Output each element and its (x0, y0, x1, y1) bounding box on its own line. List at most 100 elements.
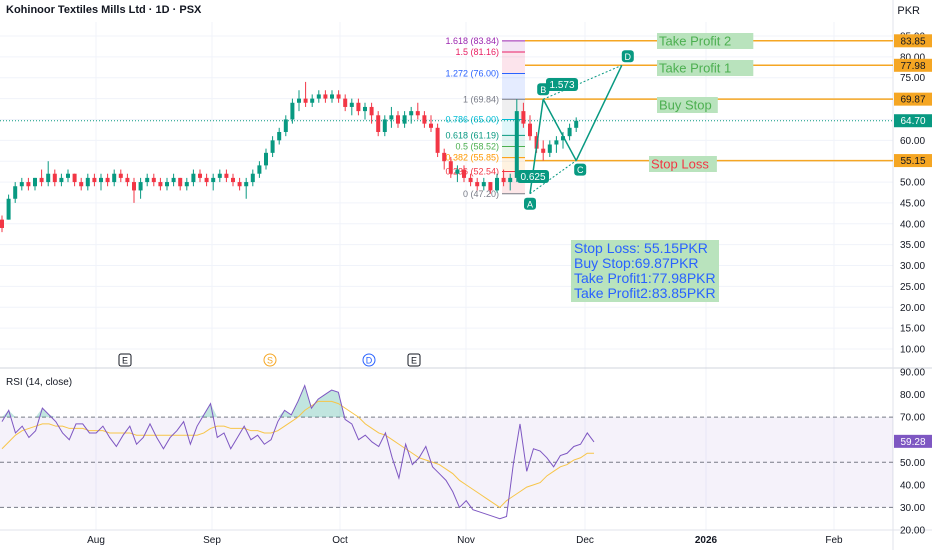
price-tag (894, 58, 932, 72)
pattern-point-badge (574, 163, 587, 176)
ratio-badge (517, 170, 549, 183)
candle-body (257, 165, 262, 174)
candle-body (151, 177, 156, 183)
trade-summary-box: Stop Loss: 55.15PKR Buy Stop:69.87PKR Ta… (571, 240, 719, 302)
price-tag (894, 114, 932, 128)
trade-level-badge (657, 60, 754, 76)
price-axis-tick: 80.00 (900, 52, 925, 63)
candle-body (323, 94, 328, 99)
pattern-point-badge (524, 197, 536, 210)
event-marker (407, 353, 421, 367)
rsi-axis-tick: 30.00 (900, 503, 925, 514)
candle-body (501, 177, 506, 183)
candle-body (237, 182, 242, 187)
event-marker-label: E (122, 356, 128, 366)
rsi-ma-line (1, 400, 594, 509)
fib-zone (502, 135, 525, 147)
candle-body (250, 173, 255, 183)
currency-label: PKR (897, 5, 920, 17)
price-axis-tick: 30.00 (900, 261, 925, 272)
candle-body (178, 177, 183, 187)
candle-body (435, 127, 440, 153)
candle-body (528, 123, 532, 137)
price-axis-tick: 35.00 (900, 240, 925, 251)
candle-body (112, 173, 117, 183)
fib-zone (502, 40, 525, 53)
pattern-point-label: D (625, 52, 632, 62)
time-axis-label: Aug (87, 535, 105, 546)
event-marker-label: S (267, 356, 273, 366)
fib-zone (502, 119, 525, 136)
candle-body (125, 177, 130, 183)
candle-body (72, 173, 77, 183)
candle-body (145, 177, 150, 183)
ratio-label: 0.625 (520, 172, 545, 183)
candle-body (52, 173, 57, 183)
price-tag-label: 83.85 (900, 36, 925, 47)
candle-body (316, 94, 321, 99)
rsi-axis-tick: 80.00 (900, 390, 925, 401)
candle-body (217, 173, 222, 178)
candle-body (462, 169, 466, 178)
candle-body (554, 140, 559, 145)
price-axis-tick: 15.00 (900, 324, 925, 335)
candle-body (409, 111, 414, 116)
candle-body (19, 182, 24, 187)
rsi-overbought-fill (2, 385, 594, 418)
candle-body (0, 219, 4, 228)
candle-body (66, 173, 70, 178)
candle-body (244, 182, 249, 187)
candle-body (184, 182, 189, 187)
candle-body (297, 98, 301, 103)
candle-body (349, 102, 354, 107)
price-axis-tick: 60.00 (900, 136, 925, 147)
candle-body (468, 177, 473, 183)
candle-body (33, 177, 37, 187)
candle-body (481, 182, 486, 187)
event-marker-label: D (366, 356, 373, 366)
candle-body (46, 173, 51, 183)
candle-body (165, 182, 169, 187)
candle-body (26, 182, 31, 187)
trade-level-label: Take Profit 2 (659, 34, 731, 49)
pattern-point-badge (621, 50, 634, 63)
rsi-axis-tick: 50.00 (900, 458, 925, 469)
candle-body (521, 111, 526, 124)
fib-zone (502, 99, 525, 120)
price-axis-tick: 40.00 (900, 219, 925, 230)
candle-body (422, 115, 427, 124)
price-axis-tick: 20.00 (900, 303, 925, 314)
fib-level-label: 0.618 (61.19) (445, 130, 499, 140)
price-tag-label: 69.87 (900, 95, 925, 106)
fib-level-label: 0.786 (65.00) (445, 114, 499, 124)
candle-body (330, 94, 334, 99)
time-axis-label: Feb (825, 535, 843, 546)
trade-level-badge (657, 97, 718, 113)
summary-take-profit-2: Take Profit2:83.85PKR (574, 285, 716, 301)
candle-body (13, 186, 18, 199)
candle-body (567, 127, 572, 137)
candle-body (171, 177, 176, 183)
candle-body (363, 106, 367, 112)
rsi-value-tag (894, 434, 932, 448)
time-axis-label: Nov (457, 535, 475, 546)
candle-body (277, 131, 282, 141)
pattern-point-label: C (577, 165, 584, 175)
candle-body (369, 106, 374, 116)
candle-body (415, 111, 420, 116)
candle-body (290, 102, 295, 120)
candle-body (343, 98, 348, 107)
event-marker (362, 353, 376, 367)
candle-body (541, 148, 546, 153)
candle-body (475, 182, 480, 187)
candle-body (264, 152, 268, 166)
fib-level-label: 1.618 (83.84) (445, 36, 499, 46)
candle-body (402, 115, 407, 124)
price-tag-label: 77.98 (900, 61, 925, 72)
price-axis-tick: 25.00 (900, 282, 925, 293)
candle-body (224, 173, 229, 178)
candle-body (561, 136, 565, 141)
trade-level-badge (657, 33, 754, 49)
candle-body (336, 94, 341, 99)
